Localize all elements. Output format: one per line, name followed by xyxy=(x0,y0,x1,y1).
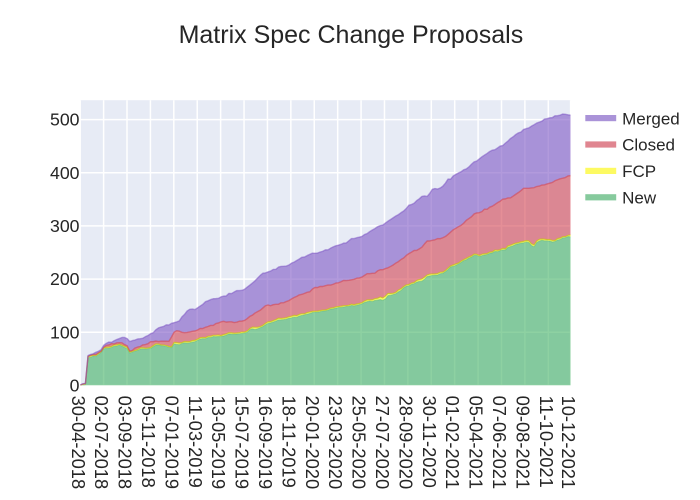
svg-text:27-07-2020: 27-07-2020 xyxy=(372,396,393,490)
svg-text:07-01-2019: 07-01-2019 xyxy=(161,396,182,490)
svg-text:500: 500 xyxy=(50,110,80,130)
svg-text:200: 200 xyxy=(50,269,80,289)
svg-text:18-11-2019: 18-11-2019 xyxy=(278,396,299,488)
svg-text:25-05-2020: 25-05-2020 xyxy=(349,396,370,490)
svg-text:05-11-2018: 05-11-2018 xyxy=(138,396,159,488)
svg-text:09-08-2021: 09-08-2021 xyxy=(512,396,533,490)
svg-text:28-09-2020: 28-09-2020 xyxy=(395,396,416,490)
svg-text:13-05-2019: 13-05-2019 xyxy=(208,396,229,490)
svg-text:16-09-2019: 16-09-2019 xyxy=(255,396,276,490)
svg-text:07-06-2021: 07-06-2021 xyxy=(489,396,510,490)
svg-text:300: 300 xyxy=(50,216,80,236)
svg-text:01-02-2021: 01-02-2021 xyxy=(442,396,463,490)
svg-text:400: 400 xyxy=(50,163,80,183)
svg-text:30-04-2018: 30-04-2018 xyxy=(68,396,89,490)
svg-text:05-04-2021: 05-04-2021 xyxy=(466,396,487,490)
svg-text:FCP: FCP xyxy=(622,162,656,181)
svg-text:100: 100 xyxy=(50,322,80,342)
svg-text:Matrix Spec Change Proposals: Matrix Spec Change Proposals xyxy=(179,21,524,49)
svg-text:11-10-2021: 11-10-2021 xyxy=(536,396,557,488)
svg-text:02-07-2018: 02-07-2018 xyxy=(91,396,112,490)
svg-text:15-07-2019: 15-07-2019 xyxy=(232,396,253,490)
svg-text:New: New xyxy=(622,189,657,208)
svg-text:23-03-2020: 23-03-2020 xyxy=(325,396,346,490)
svg-text:0: 0 xyxy=(70,376,80,396)
svg-text:Closed: Closed xyxy=(622,136,675,155)
svg-text:11-03-2019: 11-03-2019 xyxy=(185,396,206,488)
svg-text:10-12-2021: 10-12-2021 xyxy=(558,396,579,490)
svg-text:03-09-2018: 03-09-2018 xyxy=(115,396,136,490)
svg-text:20-01-2020: 20-01-2020 xyxy=(302,396,323,490)
svg-text:30-11-2020: 30-11-2020 xyxy=(419,396,440,488)
svg-text:Merged: Merged xyxy=(622,109,680,128)
